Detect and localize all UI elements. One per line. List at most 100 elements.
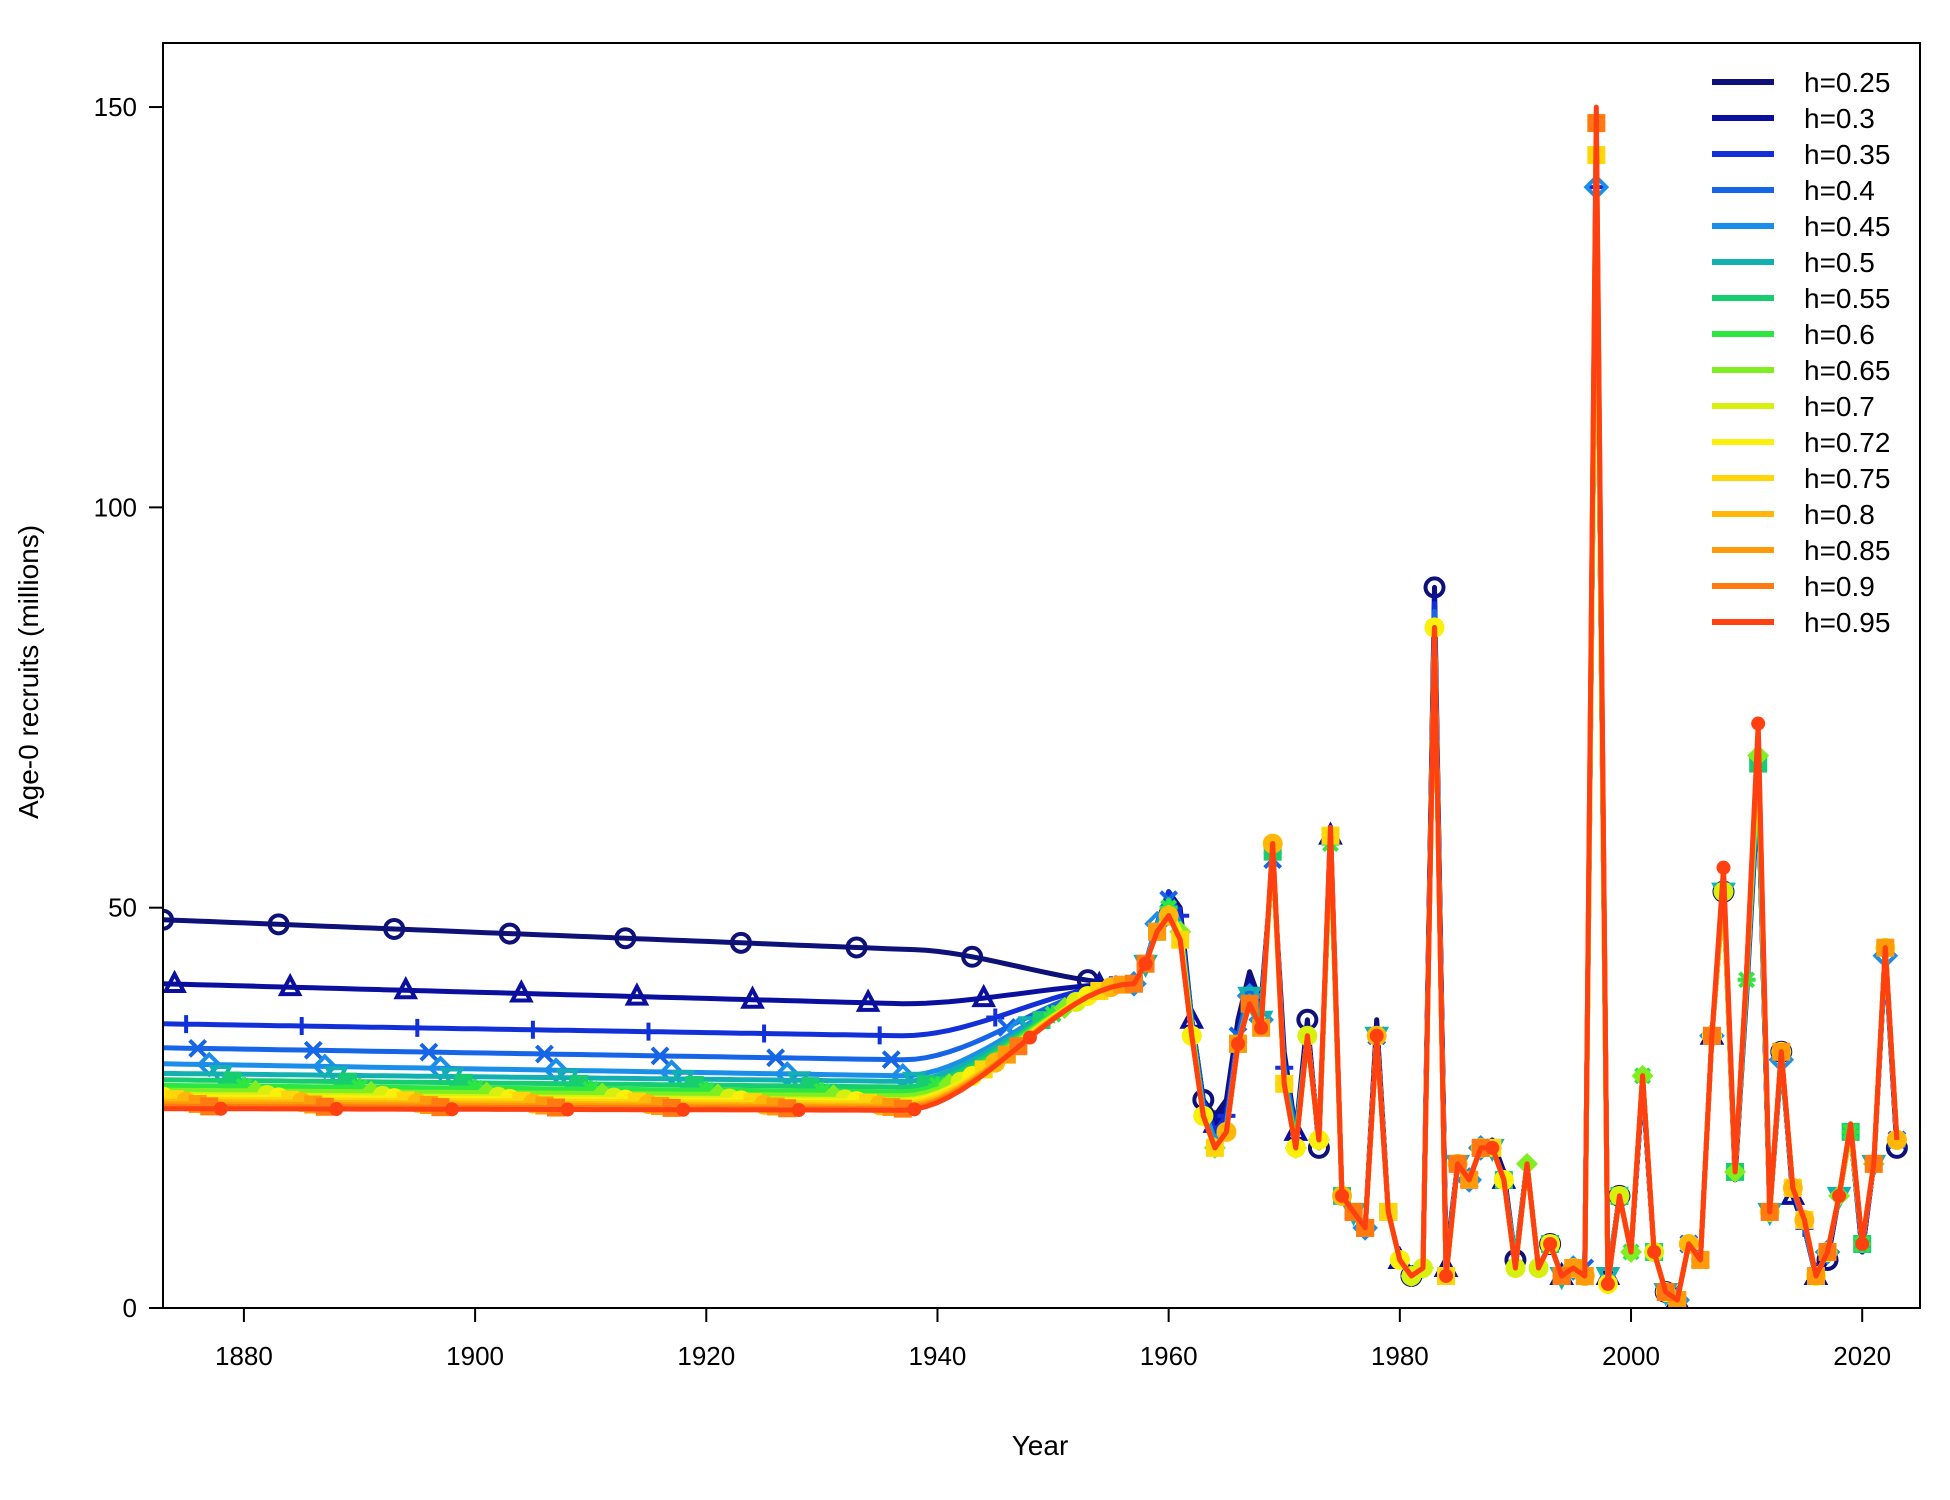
legend-entry: h=0.35 bbox=[1712, 139, 1890, 170]
data-point-h=0.25 bbox=[163, 908, 174, 931]
data-point-h=0.35 bbox=[408, 1018, 427, 1037]
data-point-h=0.95 bbox=[1716, 860, 1731, 875]
series-layer bbox=[163, 104, 1908, 1308]
x-tick-label: 1920 bbox=[677, 1341, 735, 1371]
data-point-h=0.95 bbox=[1231, 1036, 1246, 1051]
data-point-h=0.3 bbox=[971, 983, 997, 1008]
data-point-h=0.95 bbox=[1335, 1188, 1350, 1203]
legend: h=0.25 h=0.3 h=0.35 h=0.4 h=0.45 h=0.5 h=0.55 h… bbox=[1712, 67, 1890, 638]
series-h=0.95 bbox=[163, 104, 1900, 1303]
data-point-h=0.25 bbox=[267, 913, 290, 936]
x-tick-label: 1980 bbox=[1371, 1341, 1429, 1371]
legend-label: h=0.85 bbox=[1804, 535, 1890, 566]
legend-label: h=0.65 bbox=[1804, 355, 1890, 386]
x-tick-label: 1880 bbox=[215, 1341, 273, 1371]
data-point-h=0.3 bbox=[393, 976, 419, 1000]
legend-entry: h=0.45 bbox=[1712, 211, 1890, 242]
data-point-h=0.6 bbox=[928, 1076, 947, 1095]
data-point-h=0.3 bbox=[740, 985, 765, 1009]
legend-entry: h=0.72 bbox=[1712, 427, 1890, 458]
legend-entry: h=0.8 bbox=[1712, 499, 1875, 530]
data-point-h=0.25 bbox=[498, 922, 521, 945]
data-point-h=0.4 bbox=[881, 1050, 901, 1070]
y-tick-label: 150 bbox=[94, 92, 137, 122]
data-point-h=0.25 bbox=[845, 936, 868, 959]
data-point-h=0.4 bbox=[650, 1046, 670, 1066]
y-tick-label: 0 bbox=[123, 1293, 137, 1323]
legend-label: h=0.5 bbox=[1804, 247, 1875, 278]
data-point-h=0.4 bbox=[188, 1038, 208, 1058]
data-point-h=0.35 bbox=[755, 1024, 774, 1043]
data-point-h=0.25 bbox=[614, 927, 637, 950]
data-point-h=0.4 bbox=[535, 1044, 554, 1064]
data-point-h=0.6 bbox=[581, 1080, 600, 1099]
plot-frame bbox=[162, 42, 1921, 1309]
y-tick-label: 100 bbox=[94, 492, 137, 522]
data-point-h=0.95 bbox=[1600, 1276, 1615, 1291]
data-point-h=0.6 bbox=[234, 1077, 253, 1096]
data-point-h=0.4 bbox=[303, 1040, 323, 1060]
data-point-h=0.25 bbox=[729, 931, 752, 954]
x-tick-label: 1900 bbox=[446, 1341, 504, 1371]
legend-label: h=0.75 bbox=[1804, 463, 1890, 494]
data-point-h=0.3 bbox=[163, 969, 187, 994]
legend-entry: h=0.5 bbox=[1712, 247, 1875, 278]
x-tick-label: 2000 bbox=[1602, 1341, 1660, 1371]
data-point-h=0.95 bbox=[1138, 956, 1153, 971]
legend-label: h=0.45 bbox=[1804, 211, 1890, 242]
x-axis-title: Year bbox=[1012, 1430, 1069, 1461]
data-point-h=0.95 bbox=[1439, 1268, 1454, 1283]
data-point-h=0.95 bbox=[1369, 1028, 1384, 1043]
data-point-h=0.6 bbox=[812, 1082, 831, 1101]
legend-label: h=0.9 bbox=[1804, 571, 1875, 602]
x-tick-label: 1960 bbox=[1140, 1341, 1198, 1371]
legend-label: h=0.4 bbox=[1804, 175, 1875, 206]
data-point-h=0.45 bbox=[658, 1059, 685, 1085]
data-point-h=0.35 bbox=[523, 1020, 542, 1039]
legend-entry: h=0.95 bbox=[1712, 607, 1890, 638]
data-point-h=0.95 bbox=[907, 1102, 922, 1117]
data-point-h=0.6 bbox=[697, 1081, 716, 1100]
data-point-h=0.35 bbox=[986, 1008, 1005, 1027]
data-point-h=0.95 bbox=[444, 1102, 459, 1117]
legend-entry: h=0.25 bbox=[1712, 67, 1890, 98]
data-point-h=0.95 bbox=[329, 1102, 344, 1117]
data-point-h=0.6 bbox=[466, 1079, 485, 1098]
legend-entry: h=0.65 bbox=[1712, 355, 1890, 386]
data-point-h=0.95 bbox=[676, 1102, 691, 1117]
legend-label: h=0.3 bbox=[1804, 103, 1875, 134]
legend-entry: h=0.3 bbox=[1712, 103, 1875, 134]
data-point-h=0.4 bbox=[766, 1048, 786, 1068]
data-point-h=0.95 bbox=[560, 1102, 575, 1117]
legend-label: h=0.7 bbox=[1804, 391, 1875, 422]
data-point-h=0.3 bbox=[277, 972, 303, 997]
x-tick-label: 2020 bbox=[1833, 1341, 1891, 1371]
legend-label: h=0.55 bbox=[1804, 283, 1890, 314]
legend-entry: h=0.55 bbox=[1712, 283, 1890, 314]
data-point-h=0.95 bbox=[1254, 1020, 1269, 1035]
data-point-h=0.6 bbox=[350, 1078, 369, 1097]
data-point-h=0.95 bbox=[1647, 1244, 1662, 1259]
legend-entry: h=0.9 bbox=[1712, 571, 1875, 602]
legend-entry: h=0.4 bbox=[1712, 175, 1875, 206]
data-point-h=0.25 bbox=[961, 945, 984, 968]
legend-label: h=0.25 bbox=[1804, 67, 1890, 98]
data-point-h=0.95 bbox=[213, 1101, 228, 1116]
data-point-h=0.4 bbox=[419, 1042, 439, 1062]
legend-entry: h=0.85 bbox=[1712, 535, 1890, 566]
legend-label: h=0.35 bbox=[1804, 139, 1890, 170]
legend-label: h=0.72 bbox=[1804, 427, 1890, 458]
y-axis-title: Age-0 recruits (millions) bbox=[13, 525, 44, 819]
y-tick-label: 50 bbox=[108, 893, 137, 923]
data-point-h=0.95 bbox=[1543, 1236, 1558, 1251]
data-point-h=0.95 bbox=[1832, 1188, 1847, 1203]
data-point-h=0.95 bbox=[1485, 1140, 1500, 1155]
data-point-h=0.3 bbox=[624, 982, 650, 1006]
data-point-h=0.3 bbox=[509, 979, 534, 1003]
legend-entry: h=0.6 bbox=[1712, 319, 1875, 350]
data-point-h=0.95 bbox=[1751, 716, 1766, 731]
data-point-h=0.25 bbox=[383, 917, 406, 940]
legend-entry: h=0.75 bbox=[1712, 463, 1890, 494]
